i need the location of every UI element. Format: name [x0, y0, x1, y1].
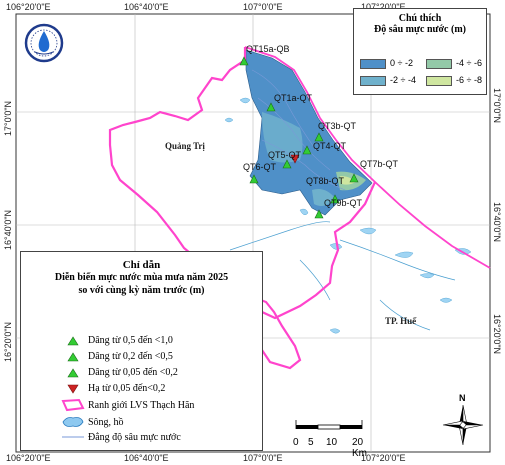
- legend-item-label: Dâng từ 0,05 đến <0,2: [88, 367, 178, 378]
- well-markers: [239, 56, 359, 219]
- isoline-icon: [62, 436, 84, 438]
- legend-title: Chỉ dẫn: [122, 259, 161, 271]
- triangle-up-icon: [67, 352, 79, 362]
- well-label: QT5-QT: [268, 150, 301, 160]
- triangle-down-icon: [67, 384, 79, 394]
- well-qt8b-qt: [330, 194, 340, 204]
- triangle-up-icon: [67, 336, 79, 346]
- well-label: QT15a-QB: [246, 44, 290, 54]
- well-qt9b-qt: [314, 209, 324, 219]
- depth-swatch: [426, 59, 452, 69]
- depth-legend-title: Chú thích: [398, 13, 442, 24]
- legend-item-label: Hạ từ 0,05 đến<0,2: [88, 383, 166, 394]
- coord-right-3: 16°20'0"N: [492, 314, 502, 355]
- coord-bottom-4: 107°20'0"E: [361, 453, 406, 463]
- depth-class-label: 0 ÷ -2: [390, 58, 413, 68]
- coord-top-3: 107°0'0"E: [243, 2, 283, 12]
- coastline: [244, 46, 491, 269]
- well-label: QT6-QT: [243, 162, 276, 172]
- water-icon: [62, 417, 84, 427]
- depth-zone: [245, 49, 373, 216]
- agency-logo: [24, 23, 64, 63]
- coord-top-4: 107°20'0"E: [361, 2, 406, 12]
- coord-left-3: 16°20'0"N: [3, 321, 13, 362]
- well-qt15a-qb: [239, 56, 249, 66]
- well-qt7b-qt: [349, 173, 359, 183]
- well-qt5-qt: [290, 154, 300, 164]
- place-hue: TP. Huế: [385, 316, 417, 326]
- main-legend: Chỉ dẫn Diễn biến mực nước mùa mưa năm 2…: [20, 251, 263, 451]
- well-label: QT1a-QT: [274, 93, 313, 103]
- legend-item-label: Sông, hồ: [88, 417, 124, 428]
- legend-subtitle-2: so với cùng kỳ năm trước (m): [78, 285, 205, 296]
- well-qt6-qt: [249, 174, 259, 184]
- well-label: QT4-QT: [313, 141, 346, 151]
- legend-subtitle-1: Diễn biến mực nước mùa mưa năm 2025: [54, 272, 229, 283]
- depth-class-label: -6 ÷ -8: [456, 75, 482, 85]
- legend-item-label: Đẳng độ sâu mực nước: [88, 432, 181, 443]
- depth-swatch: [360, 59, 386, 69]
- coord-bottom-2: 106°40'0"E: [124, 453, 169, 463]
- triangle-up-icon: [67, 368, 79, 378]
- depth-swatch: [426, 76, 452, 86]
- north-label: N: [459, 393, 466, 403]
- depth-class-label: -2 ÷ -4: [390, 75, 416, 85]
- coord-bottom-3: 107°0'0"E: [243, 453, 283, 463]
- scale-tick-label: 10: [326, 437, 338, 448]
- well-label: QT8b-QT: [306, 176, 345, 186]
- depth-swatch: [360, 76, 386, 86]
- north-arrow: [442, 404, 484, 446]
- coord-bottom-1: 106°20'0"E: [6, 453, 51, 463]
- boundary-icon: [61, 398, 85, 412]
- coord-left-1: 17°0'0"N: [3, 100, 13, 136]
- well-label: QT9b-QT: [324, 198, 363, 208]
- scale-tick-label: 0: [293, 437, 299, 448]
- well-qt3b-qt: [314, 132, 324, 142]
- depth-class-label: -4 ÷ -6: [456, 58, 482, 68]
- coord-top-1: 106°20'0"E: [6, 2, 51, 12]
- scale-tick-label: 5: [308, 437, 314, 448]
- well-label: QT7b-QT: [360, 159, 399, 169]
- coord-left-2: 16°40'0"N: [3, 209, 13, 250]
- legend-item-label: Dâng từ 0,2 đến <0,5: [88, 351, 173, 362]
- depth-legend-subtitle: Độ sâu mực nước (m): [374, 24, 466, 35]
- well-qt4-qt: [302, 145, 312, 155]
- scale-tick-label: 20 Km: [352, 437, 367, 459]
- river-lines: [229, 221, 456, 331]
- well-qt1a-qt: [266, 102, 276, 112]
- well-label: QT3b-QT: [318, 121, 357, 131]
- coord-top-2: 106°40'0"E: [124, 2, 169, 12]
- isolines: [251, 69, 346, 191]
- coord-right-2: 16°40'0"N: [492, 202, 502, 243]
- coord-right-1: 17°0'0"N: [492, 88, 502, 124]
- well-qt6-qt-a: [282, 159, 292, 169]
- place-quang-tri: Quảng Trị: [165, 141, 205, 151]
- depth-legend: Chú thích Độ sâu mực nước (m) 0 ÷ -2 -4 …: [353, 8, 487, 95]
- legend-item-label: Dâng từ 0,5 đến <1,0: [88, 335, 173, 346]
- scale-bar: [295, 420, 363, 430]
- legend-item-label: Ranh giới LVS Thạch Hãn: [88, 400, 195, 411]
